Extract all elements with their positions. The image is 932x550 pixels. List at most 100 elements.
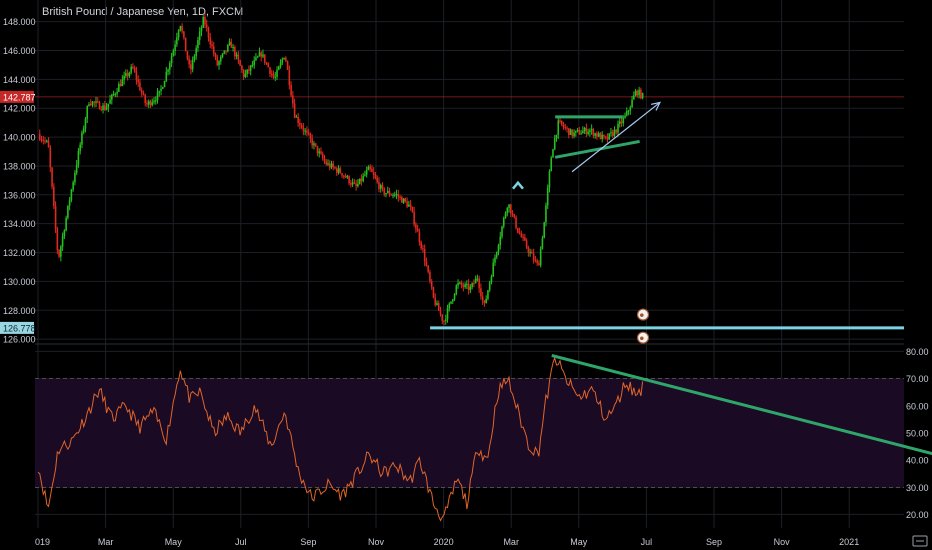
candle-body <box>397 194 400 197</box>
candle-up <box>249 64 252 76</box>
rsi-tick-label: 40.00 <box>906 456 929 466</box>
candle-body <box>270 73 273 75</box>
candle-down <box>286 60 289 71</box>
candle-body <box>448 303 451 309</box>
candle-down <box>481 292 484 305</box>
candle-body <box>423 249 426 262</box>
candle-body <box>501 226 503 237</box>
candle-body <box>316 145 319 154</box>
candle-body <box>202 16 205 28</box>
candle-up <box>504 211 507 219</box>
candle-up <box>495 251 498 260</box>
candle-body <box>608 133 611 140</box>
candle-up <box>114 92 117 97</box>
price-horizontal-lines <box>35 96 904 330</box>
candle-body <box>255 57 257 61</box>
candle-up <box>450 301 452 305</box>
candle-body <box>218 61 220 66</box>
candle-body <box>58 249 60 257</box>
candle-up <box>72 180 74 192</box>
candle-body <box>133 67 136 72</box>
candle-body <box>525 240 528 248</box>
current-price-label: 142.787 <box>3 92 36 102</box>
candle-down <box>525 238 528 250</box>
candle-down <box>531 249 533 254</box>
candle-down <box>604 135 607 140</box>
candle-body <box>211 44 213 47</box>
candle-body <box>299 122 301 126</box>
candle-body <box>592 129 595 136</box>
candle-down <box>388 187 391 197</box>
candle-down <box>325 159 328 166</box>
candle-body <box>536 260 538 264</box>
candle-body <box>123 75 125 80</box>
candle-up <box>573 129 575 139</box>
candle-down <box>615 129 618 135</box>
candle-body <box>306 130 308 133</box>
candle-body <box>524 237 526 241</box>
candle-body <box>513 214 516 218</box>
candle-body <box>228 41 231 45</box>
candle-up <box>84 116 87 133</box>
candle-body <box>244 73 247 77</box>
candle-body <box>546 187 549 206</box>
candle-body <box>318 151 321 154</box>
candle-body <box>126 73 129 77</box>
candle-down <box>432 286 435 299</box>
time-tick-label: May <box>165 537 183 547</box>
candle-body <box>451 299 454 302</box>
rising-support-line <box>554 139 640 159</box>
time-tick-label: Nov <box>774 537 791 547</box>
candle-body <box>618 121 621 124</box>
candle-down <box>211 40 213 50</box>
candle-body <box>307 132 310 135</box>
candle-body <box>571 129 574 137</box>
candle-up <box>569 128 572 135</box>
candle-up <box>163 80 166 88</box>
candle-body <box>179 26 182 31</box>
candle-body <box>418 231 421 242</box>
candle-down <box>462 282 465 292</box>
candle-down <box>188 55 190 69</box>
candle-body <box>444 319 447 322</box>
candle-down <box>54 201 57 233</box>
candle-body <box>86 105 89 119</box>
candle-body <box>422 248 424 250</box>
candle-body <box>221 53 224 57</box>
candle-down <box>369 164 371 172</box>
candle-body <box>230 41 233 48</box>
candle-down <box>205 19 208 32</box>
candle-body <box>339 168 342 174</box>
settings-gear-icon[interactable] <box>912 534 928 548</box>
candle-body <box>611 132 614 136</box>
candle-down <box>520 230 523 238</box>
candle-body <box>258 52 261 57</box>
candle-down <box>137 75 139 87</box>
candle-down <box>51 166 53 190</box>
candle-down <box>272 70 275 80</box>
candle-body <box>580 133 582 135</box>
candle-body <box>91 101 94 105</box>
candle-up <box>543 221 545 239</box>
candle-body <box>45 140 48 142</box>
candle-up <box>109 94 111 104</box>
candle-body <box>378 181 380 189</box>
candle-up <box>464 282 466 289</box>
chart-title: British Pound / Japanese Yen, 1D, FXCM <box>42 6 244 18</box>
candle-up <box>223 50 226 55</box>
candle-body <box>149 101 152 106</box>
candle-up <box>506 206 509 217</box>
candle-up <box>330 160 333 170</box>
candle-down <box>599 132 602 140</box>
candle-body <box>290 85 292 96</box>
candle-body <box>386 190 389 194</box>
candle-body <box>79 144 81 152</box>
candle-body <box>75 164 78 173</box>
candle-body <box>332 163 335 168</box>
candle-up <box>446 304 449 323</box>
candle-body <box>499 236 502 246</box>
candle-down <box>142 90 145 96</box>
candle-body <box>234 47 236 57</box>
candle-body <box>140 90 143 93</box>
